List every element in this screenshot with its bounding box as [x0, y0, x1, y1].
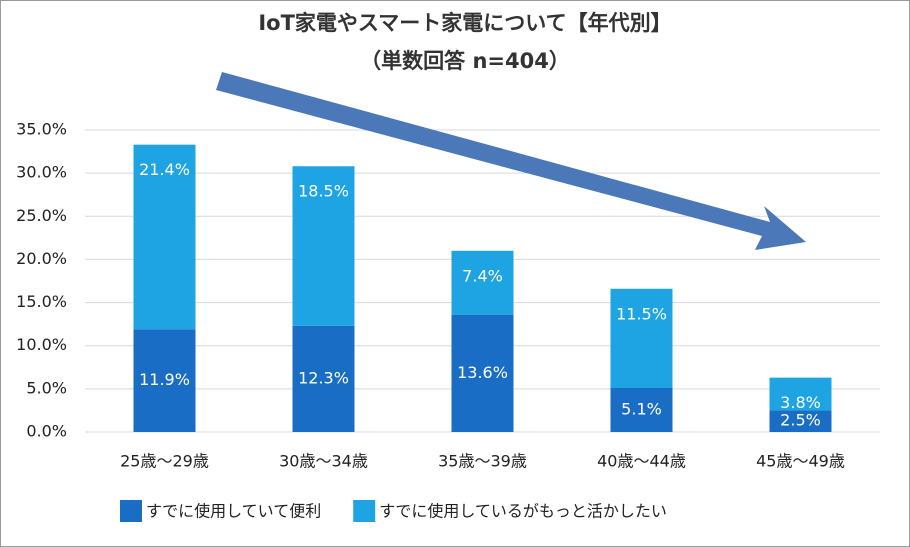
y-tick-label: 0.0% — [26, 422, 67, 441]
data-label: 7.4% — [462, 266, 503, 285]
x-tick-label: 45歳～49歳 — [756, 452, 845, 471]
y-tick-label: 5.0% — [26, 378, 67, 397]
data-label: 5.1% — [621, 399, 662, 418]
data-label: 2.5% — [780, 411, 821, 430]
bar-segment — [451, 250, 514, 315]
y-tick-label: 10.0% — [16, 335, 67, 354]
chart-subtitle: （単数回答 n=404） — [360, 49, 570, 73]
bar-segment — [133, 144, 196, 330]
data-label: 13.6% — [457, 363, 508, 382]
y-tick-label: 35.0% — [16, 120, 67, 139]
data-label: 18.5% — [298, 182, 349, 201]
x-tick-label: 30歳～34歳 — [279, 452, 368, 471]
data-label: 12.3% — [298, 368, 349, 387]
data-label: 3.8% — [780, 393, 821, 412]
bar-segment — [610, 387, 673, 432]
y-tick-label: 20.0% — [16, 249, 67, 268]
legend-swatch — [353, 500, 376, 522]
bar-segment — [133, 329, 196, 432]
data-label: 21.4% — [139, 160, 190, 179]
y-tick-label: 25.0% — [16, 206, 67, 225]
bar-segment — [292, 166, 355, 326]
bar-segment — [769, 410, 832, 432]
y-tick-label: 15.0% — [16, 292, 67, 311]
legend-label: すでに使用しているがもっと活かしたい — [379, 502, 667, 521]
legend-swatch — [120, 500, 142, 522]
data-label: 11.5% — [616, 304, 667, 323]
y-tick-label: 30.0% — [16, 163, 67, 182]
bar-segment — [292, 325, 355, 432]
bar-segment — [451, 314, 514, 432]
bar-segment — [610, 288, 673, 388]
trend-arrow — [216, 72, 806, 250]
bar-segment — [769, 377, 832, 411]
chart-title: IoT家電やスマート家電について【年代別】 — [258, 11, 671, 35]
legend-label: すでに使用していて便利 — [146, 502, 321, 521]
data-label: 11.9% — [139, 370, 190, 389]
x-tick-label: 25歳～29歳 — [120, 452, 209, 471]
x-tick-label: 40歳～44歳 — [597, 452, 686, 471]
x-tick-label: 35歳～39歳 — [438, 452, 527, 471]
